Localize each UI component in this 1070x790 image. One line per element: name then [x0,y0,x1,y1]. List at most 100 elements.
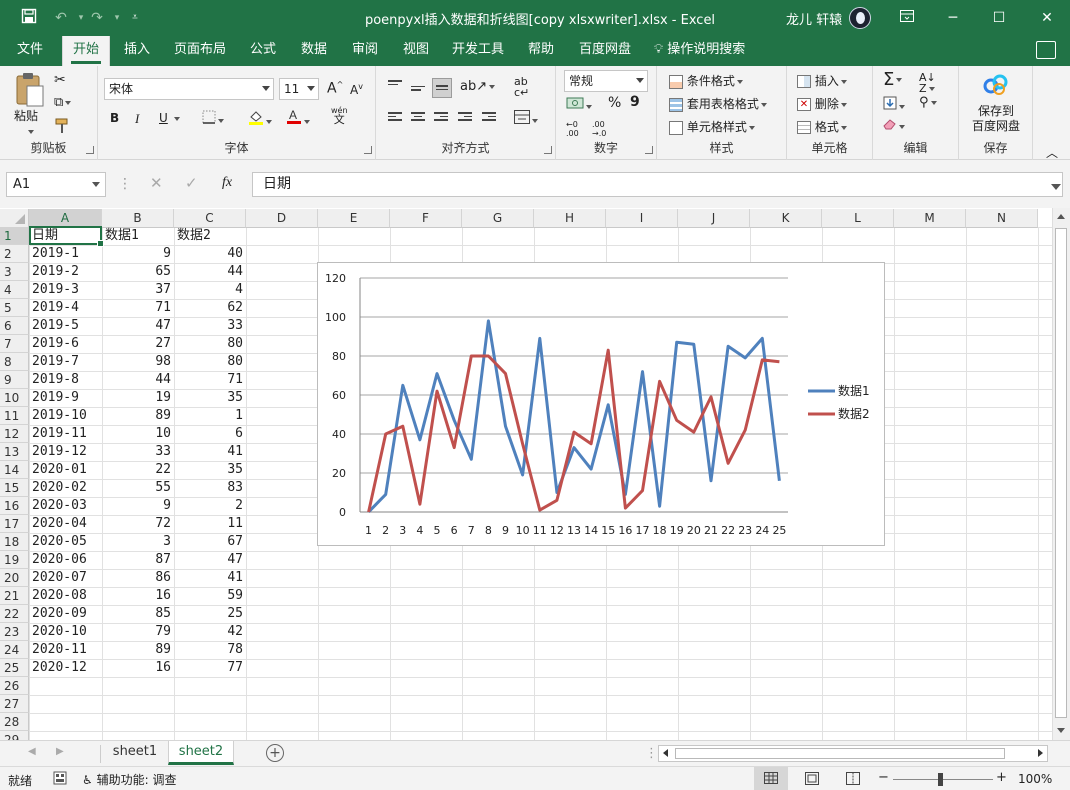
page-break-view-icon[interactable] [846,772,860,788]
alignment-launcher-icon[interactable] [544,146,552,154]
comments-icon[interactable] [1036,41,1056,59]
row-header[interactable]: 1 [0,227,29,245]
scroll-right-icon[interactable] [1038,749,1043,757]
phonetic-guide-icon[interactable]: wén 文 [331,106,348,126]
table-cell[interactable]: 87 [155,552,171,567]
tab-insert[interactable]: 插入 [123,42,150,57]
ribbon-display-options-icon[interactable] [884,0,930,36]
paste-button[interactable]: 粘贴 [14,107,38,124]
column-header-h[interactable]: H [534,209,606,228]
table-cell[interactable]: 2020-02 [32,480,87,495]
table-cell[interactable]: 2020-05 [32,534,87,549]
table-cell[interactable]: 86 [155,570,171,585]
format-as-table-button[interactable]: 套用表格格式 [669,95,767,112]
format-cells-button[interactable]: 格式 [797,118,847,135]
table-cell[interactable]: 79 [155,624,171,639]
table-cell[interactable]: 89 [155,408,171,423]
header-cell[interactable]: 日期 [32,228,59,243]
decrease-font-icon[interactable]: Av [350,82,363,97]
tab-data[interactable]: 数据 [300,42,327,57]
table-cell[interactable]: 6 [235,426,243,441]
autosum-icon[interactable]: Σ [883,69,903,90]
zoom-in-icon[interactable]: + [996,770,1007,785]
table-cell[interactable]: 42 [227,624,243,639]
column-header-n[interactable]: N [966,209,1038,228]
header-cell[interactable]: 数据2 [177,228,211,243]
table-cell[interactable]: 2019-9 [32,390,79,405]
horizontal-scrollbar[interactable] [658,745,1048,762]
table-cell[interactable]: 2020-08 [32,588,87,603]
zoom-slider-thumb[interactable] [938,773,943,786]
underline-dropdown-icon[interactable] [172,111,180,125]
scroll-left-icon[interactable] [663,749,668,757]
paste-dropdown-icon[interactable] [26,124,34,138]
name-box[interactable]: A1 [6,172,106,197]
align-top-icon[interactable] [388,80,402,92]
table-cell[interactable]: 2 [235,498,243,513]
italic-button[interactable]: I [135,111,140,126]
table-cell[interactable]: 2020-10 [32,624,87,639]
row-header[interactable]: 24 [0,641,29,659]
percent-style-button[interactable]: % [608,95,622,111]
avatar[interactable] [849,7,871,29]
clear-icon[interactable] [883,118,905,133]
table-cell[interactable]: 33 [227,318,243,333]
accessibility-check[interactable]: ♿︎ 辅助功能: 调查 [82,771,176,788]
macro-record-icon[interactable] [53,771,67,788]
table-cell[interactable]: 10 [155,426,171,441]
column-header-m[interactable]: M [894,209,966,228]
column-header-b[interactable]: B [102,209,174,228]
table-cell[interactable]: 78 [227,642,243,657]
number-launcher-icon[interactable] [645,146,653,154]
column-header-c[interactable]: C [174,209,246,228]
row-header[interactable]: 22 [0,605,29,623]
table-cell[interactable]: 41 [227,444,243,459]
cut-icon[interactable]: ✂ [54,72,66,88]
minimize-icon[interactable]: ─ [948,10,958,26]
row-header[interactable]: 6 [0,317,29,335]
insert-function-icon[interactable]: fx [222,175,233,190]
row-header[interactable]: 9 [0,371,29,389]
table-cell[interactable]: 62 [227,300,243,315]
row-header[interactable]: 26 [0,677,29,695]
cancel-entry-icon[interactable]: ✕ [150,174,163,192]
table-cell[interactable]: 11 [227,516,243,531]
row-header[interactable]: 12 [0,425,29,443]
redo-dropdown-icon[interactable]: ▾ [114,13,120,23]
table-cell[interactable]: 47 [155,318,171,333]
align-right-icon[interactable] [434,112,448,124]
table-cell[interactable]: 35 [227,390,243,405]
tab-developer[interactable]: 开发工具 [451,42,504,57]
table-cell[interactable]: 98 [155,354,171,369]
column-header-i[interactable]: I [606,209,678,228]
conditional-formatting-button[interactable]: 条件格式 [669,72,743,89]
font-name-select[interactable]: 宋体 [104,78,274,100]
table-cell[interactable]: 2020-06 [32,552,87,567]
table-cell[interactable]: 2020-04 [32,516,87,531]
baidu-netdisk-icon[interactable] [983,74,1009,99]
tab-page-layout[interactable]: 页面布局 [173,42,226,57]
fill-color-icon[interactable] [248,109,272,128]
table-cell[interactable]: 22 [155,462,171,477]
table-cell[interactable]: 19 [155,390,171,405]
table-cell[interactable]: 2020-07 [32,570,87,585]
table-cell[interactable]: 2019-11 [32,426,87,441]
table-cell[interactable]: 80 [227,354,243,369]
save-icon[interactable] [18,8,40,28]
table-cell[interactable]: 2019-6 [32,336,79,351]
zoom-level[interactable]: 100% [1018,772,1053,786]
row-header[interactable]: 7 [0,335,29,353]
table-cell[interactable]: 16 [155,660,171,675]
table-cell[interactable]: 9 [163,498,171,513]
row-header[interactable]: 17 [0,515,29,533]
column-header-j[interactable]: J [678,209,750,228]
user-name[interactable]: 龙儿 轩辕 [786,13,843,28]
tab-view[interactable]: 视图 [402,42,429,57]
fill-icon[interactable] [883,96,905,113]
header-cell[interactable]: 数据1 [105,228,139,243]
table-cell[interactable]: 35 [227,462,243,477]
column-header-d[interactable]: D [246,209,318,228]
table-cell[interactable]: 2020-09 [32,606,87,621]
table-cell[interactable]: 2019-2 [32,264,79,279]
table-cell[interactable]: 44 [155,372,171,387]
